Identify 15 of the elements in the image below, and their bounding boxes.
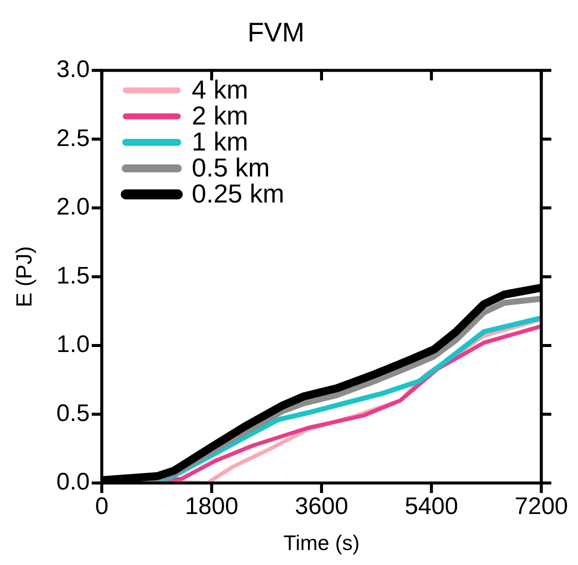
x-axis-title: Time (s)	[283, 532, 360, 556]
chart-title: FVM	[248, 18, 304, 48]
x-tick-label: 3600	[294, 493, 348, 520]
y-tick-label: 3.0	[56, 56, 90, 84]
y-tick-label: 2.0	[56, 194, 90, 221]
x-tick-label: 0	[95, 493, 108, 520]
x-tick-label: 5400	[404, 493, 458, 520]
y-tick-label: 0.5	[56, 400, 90, 427]
y-tick-label: 1.5	[56, 262, 90, 290]
x-tick-label: 1800	[184, 493, 238, 520]
x-tick-label: 7200	[514, 493, 568, 520]
y-tick-label: 2.5	[56, 124, 90, 152]
y-tick-label: 1.0	[56, 331, 90, 358]
y-axis-title: E (PJ)	[11, 246, 36, 308]
y-tick-label: 0.0	[56, 468, 90, 496]
